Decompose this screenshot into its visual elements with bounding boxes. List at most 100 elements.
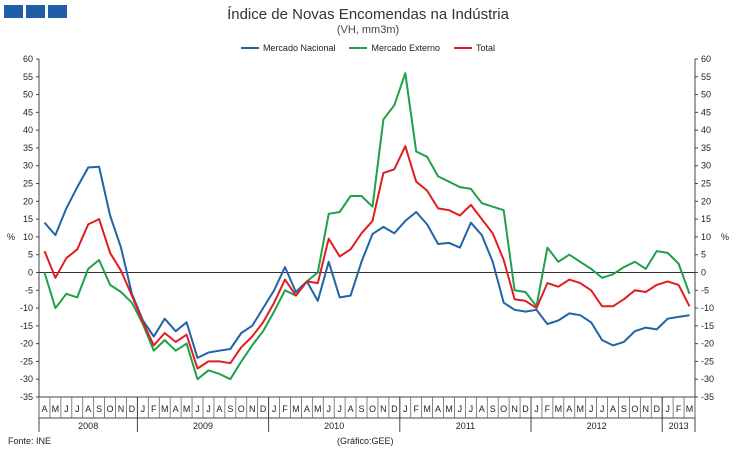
series-line-total [43,145,691,370]
y-tick-label-left: -5 [25,285,33,295]
y-tick-label-left: 5 [28,250,33,260]
x-tick-label: D [522,404,529,414]
y-tick-label-right: 50 [701,90,711,100]
legend-swatch-mercado-nacional [240,47,259,49]
year-label: 2008 [78,421,98,431]
y-tick-label-left: 15 [23,214,33,224]
x-tick-label: D [653,404,660,414]
x-tick-label: S [621,404,627,414]
x-tick-label: D [260,404,267,414]
y-tick-label-right: -10 [701,303,714,313]
y-tick-label-left: 40 [23,125,33,135]
y-tick-label-left: -10 [20,303,33,313]
x-tick-label: O [107,404,114,414]
y-axis-label-left: % [7,232,15,242]
x-tick-label: M [292,404,300,414]
y-tick-label-left: -20 [20,339,33,349]
x-tick-label: S [227,404,233,414]
x-tick-label: F [676,404,682,414]
legend-swatch-mercado-externo [349,47,368,49]
x-tick-label: N [380,404,387,414]
chart-legend: Mercado Nacional Mercado Externo Total [0,43,736,53]
y-tick-label-right: -30 [701,374,714,384]
year-label: 2010 [324,421,344,431]
y-tick-label-right: -15 [701,321,714,331]
x-tick-label: J [600,404,605,414]
x-tick-label: J [589,404,594,414]
x-tick-label: F [413,404,419,414]
x-tick-label: O [500,404,507,414]
x-tick-label: J [534,404,539,414]
y-tick-label-right: 30 [701,161,711,171]
x-tick-label: A [173,404,179,414]
x-tick-label: J [75,404,80,414]
x-tick-label: O [238,404,245,414]
source-note: Fonte: INE [8,436,52,446]
x-tick-label: M [314,404,322,414]
x-tick-label: J [272,404,277,414]
legend-item-mercado-externo: Mercado Externo [349,43,440,53]
x-tick-label: M [555,404,563,414]
y-tick-label-right: -20 [701,339,714,349]
x-tick-label: N [118,404,125,414]
x-tick-label: M [52,404,60,414]
x-tick-label: J [206,404,211,414]
x-tick-label: N [511,404,518,414]
x-tick-label: A [610,404,616,414]
chart-subtitle: (VH, mm3m) [336,24,400,36]
y-tick-label-right: 40 [701,125,711,135]
y-tick-label-left: -35 [20,392,33,402]
legend-label-total: Total [476,43,496,53]
y-tick-label-right: 60 [701,54,711,64]
x-tick-label: J [403,404,408,414]
x-tick-label: S [96,404,102,414]
y-tick-label-right: 25 [701,179,711,189]
year-label: 2012 [587,421,607,431]
y-tick-label-left: 25 [23,179,33,189]
x-tick-label: A [566,404,572,414]
y-tick-label-right: 35 [701,143,711,153]
x-tick-label: J [665,404,670,414]
year-label: 2013 [669,421,689,431]
y-tick-label-left: -15 [20,321,33,331]
report-logo-block-3 [48,5,67,18]
y-tick-label-left: 35 [23,143,33,153]
x-tick-label: J [458,404,463,414]
legend-label-mercado-externo: Mercado Externo [371,43,441,53]
x-tick-label: M [445,404,453,414]
x-tick-label: F [151,404,157,414]
series-line-mercado-externo [43,72,691,381]
y-tick-label-right: 45 [701,107,711,117]
y-tick-label-right: 20 [701,196,711,206]
x-tick-label: J [469,404,474,414]
x-tick-label: A [41,404,47,414]
x-tick-label: A [479,404,485,414]
x-tick-label: M [161,404,169,414]
legend-item-total: Total [454,43,495,53]
x-tick-label: M [423,404,431,414]
y-tick-label-right: 0 [701,267,706,277]
x-tick-label: S [359,404,365,414]
y-tick-label-left: 20 [23,196,33,206]
y-tick-label-left: 10 [23,232,33,242]
chart-credit: (Gráfico:GEE) [337,436,394,446]
x-tick-label: F [545,404,551,414]
x-tick-label: J [64,404,69,414]
y-tick-label-right: 10 [701,232,711,242]
y-tick-label-right: -5 [701,285,709,295]
x-tick-label: J [326,404,331,414]
x-tick-label: N [249,404,256,414]
x-tick-label: D [129,404,136,414]
y-tick-label-left: 0 [28,267,33,277]
x-tick-label: N [643,404,650,414]
x-tick-label: O [631,404,638,414]
x-tick-label: J [141,404,146,414]
legend-item-mercado-nacional: Mercado Nacional [240,43,335,53]
x-tick-label: M [183,404,191,414]
report-logo-block-1 [4,5,23,18]
series-line-mercado-nacional [43,165,690,359]
x-tick-label: A [216,404,222,414]
x-tick-label: S [490,404,496,414]
y-tick-label-left: 30 [23,161,33,171]
